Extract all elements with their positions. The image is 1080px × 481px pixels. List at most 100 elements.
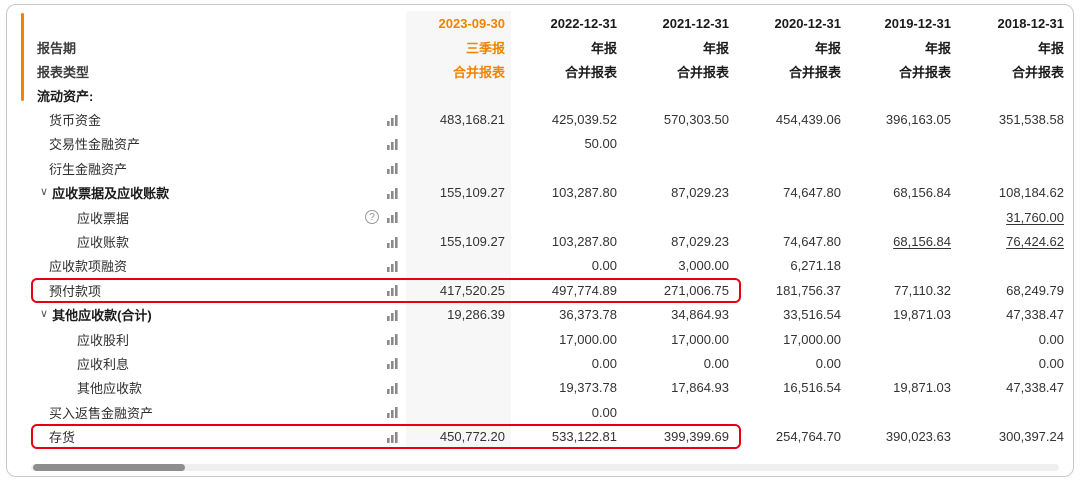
row-label-cell: ∨ 应收票据及应收账款 [31, 181, 406, 205]
value-cell [735, 400, 847, 424]
value-cell: 87,029.23 [671, 185, 729, 201]
trend-chart-icon[interactable] [386, 431, 399, 443]
value-cell [847, 83, 957, 107]
row-icons [386, 406, 399, 419]
report-type-value: 合并报表 [406, 59, 511, 83]
trend-chart-icon[interactable] [386, 284, 399, 297]
report-type-value: 合并报表 [898, 64, 951, 80]
value-cell [735, 132, 847, 156]
value-cell: 17,000.00 [783, 331, 841, 347]
report-period-value: 三季报 [406, 35, 511, 59]
row-label-cell: 衍生金融资产 [31, 156, 406, 180]
trend-chart-icon[interactable] [386, 162, 399, 175]
row-icons [386, 357, 399, 370]
trend-chart-icon[interactable] [386, 187, 399, 199]
value-cell: 271,006.75 [663, 282, 729, 298]
value-cell: 17,000.00 [671, 331, 729, 347]
value-cell [957, 156, 1070, 180]
trend-chart-icon[interactable] [386, 138, 399, 150]
value-cell: 6,271.18 [790, 258, 841, 274]
value-cell [406, 131, 511, 157]
report-period-value: 年报 [924, 40, 951, 56]
trend-chart-icon[interactable] [386, 406, 399, 419]
value-cell: 108,184.62 [998, 185, 1064, 201]
value-cell [957, 132, 1070, 156]
collapse-arrow-icon[interactable]: ∨ [40, 308, 49, 321]
value-cell [623, 400, 735, 424]
value-cell [511, 83, 623, 107]
value-cell [406, 375, 511, 401]
value-cell: 0.00 [815, 355, 841, 371]
report-period-value: 年报 [590, 40, 617, 56]
value-cell [957, 254, 1070, 278]
header-corner [31, 11, 406, 35]
row-icons [386, 114, 399, 126]
value-cell: 50.00 [584, 136, 617, 152]
scrollbar-thumb[interactable] [33, 464, 185, 471]
column-date: 2018-12-31 [997, 15, 1065, 31]
value-cell: 103,287.80 [551, 185, 617, 201]
trend-chart-icon[interactable] [386, 260, 399, 272]
trend-chart-icon[interactable] [386, 333, 399, 346]
row-label: 应收账款 [77, 235, 130, 251]
row-label-cell: 货币资金 [31, 107, 406, 131]
trend-chart-icon[interactable] [386, 114, 399, 126]
trend-chart-icon[interactable] [386, 211, 399, 224]
row-label: 货币资金 [49, 113, 102, 129]
value-cell [511, 205, 623, 229]
horizontal-scrollbar[interactable] [31, 464, 1059, 471]
value-cell: 425,039.52 [551, 112, 617, 128]
trend-chart-icon[interactable] [386, 357, 399, 370]
value-cell [847, 254, 957, 278]
section-row: 流动资产: [31, 83, 1071, 108]
value-cell [735, 83, 847, 107]
report-period-value: 年报 [814, 40, 841, 56]
value-cell [623, 205, 735, 229]
help-icon[interactable]: ? [365, 210, 379, 225]
value-cell: 254,764.70 [775, 429, 841, 445]
value-cell: 300,397.24 [998, 429, 1064, 445]
column-date: 2020-12-31 [774, 15, 842, 31]
value-cell [511, 156, 623, 180]
report-period-row: 报告期 三季报 年报 年报 年报 年报 年报 [31, 35, 1071, 59]
value-cell: 483,168.21 [406, 107, 511, 132]
row-icons [386, 382, 399, 394]
value-cell: 76,424.62 [1006, 234, 1064, 250]
table-row: 预付款项 417,520.25 497,774.89 271,006.75 181,75… [31, 277, 1071, 304]
row-icons: ? [365, 210, 399, 225]
row-label: 应收票据 [77, 210, 130, 226]
report-period-label: 报告期 [37, 40, 77, 56]
row-label: 流动资产: [37, 88, 94, 104]
row-icons [386, 260, 399, 272]
value-cell: 19,871.03 [893, 380, 951, 396]
value-cell: 16,516.54 [783, 380, 841, 396]
row-label: 预付款项 [49, 283, 102, 299]
value-cell: 570,303.50 [663, 112, 729, 128]
value-cell: 33,516.54 [783, 307, 841, 323]
value-cell [406, 156, 511, 181]
value-cell [847, 400, 957, 424]
table-row: 应收利息 0.00 0.00 0.00 0.00 [31, 351, 1071, 376]
row-label: 应收股利 [77, 332, 130, 348]
value-cell [406, 253, 511, 279]
value-cell: 47,338.47 [1006, 307, 1064, 323]
trend-chart-icon[interactable] [386, 236, 399, 248]
value-cell: 74,647.80 [783, 234, 841, 250]
value-cell: 0.00 [1038, 355, 1064, 371]
table-row: 应收账款 155,109.27 103,287.80 87,029.23 74,647.… [31, 229, 1071, 254]
value-cell: 0.00 [1038, 331, 1064, 347]
table-row: 交易性金融资产 50.00 [31, 131, 1071, 157]
row-icons [386, 309, 399, 321]
row-label-cell: 应收利息 [31, 351, 406, 375]
value-cell [406, 400, 511, 425]
value-cell [847, 327, 957, 351]
table-row: 衍生金融资产 [31, 156, 1071, 181]
collapse-arrow-icon[interactable]: ∨ [40, 186, 49, 199]
trend-chart-icon[interactable] [386, 309, 399, 321]
column-date: 2021-12-31 [662, 15, 730, 31]
value-cell: 450,772.20 [406, 424, 511, 449]
value-cell: 34,864.93 [671, 307, 729, 323]
row-label: 应收票据及应收账款 [52, 186, 170, 202]
row-label-cell: 预付款项 [31, 278, 406, 302]
trend-chart-icon[interactable] [386, 382, 399, 394]
